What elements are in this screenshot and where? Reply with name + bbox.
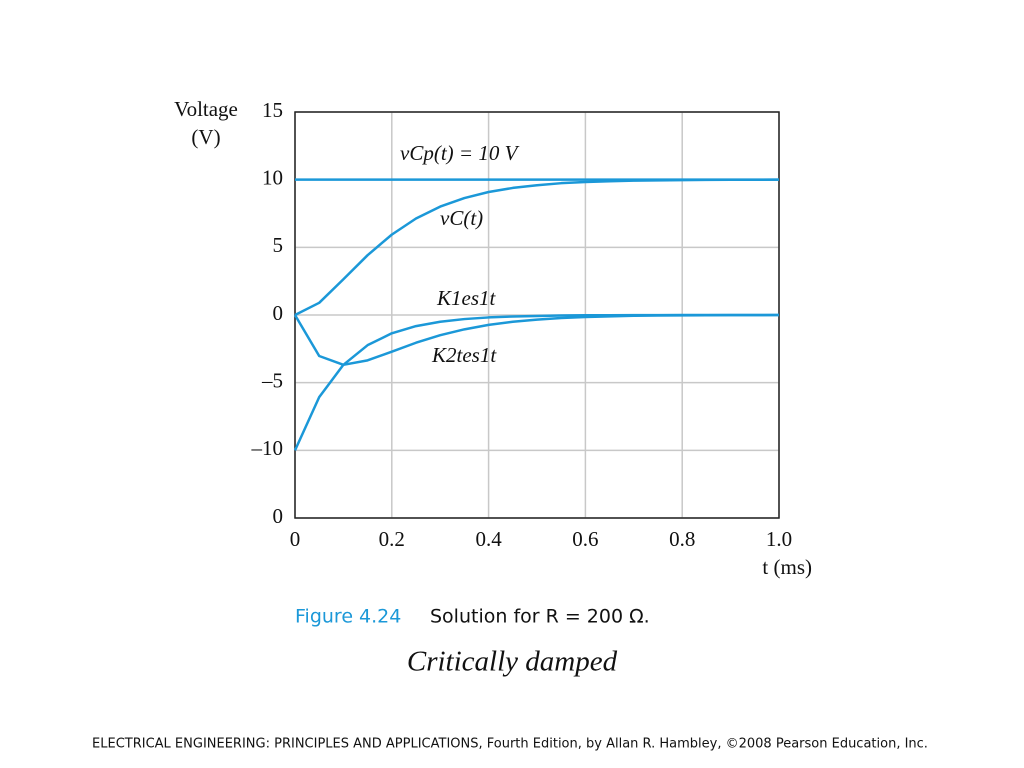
x-tick-label: 1.0 <box>766 527 792 551</box>
x-tick-label: 0.8 <box>669 527 695 551</box>
x-axis-label: t (ms) <box>762 555 812 579</box>
y-tick-label: –10 <box>251 436 284 460</box>
y-axis-label: Voltage <box>174 97 238 121</box>
x-tick-label: 0 <box>290 527 301 551</box>
y-axis-label: (V) <box>191 125 220 149</box>
figure-caption: Solution for R = 200 Ω. <box>430 606 650 628</box>
footer: ELECTRICAL ENGINEERING: PRINCIPLES AND A… <box>92 737 928 752</box>
series-label: vCp(t) = 10 V <box>400 141 520 165</box>
y-tick-label: –5 <box>261 368 283 392</box>
series-line <box>294 178 780 317</box>
figure-number: Figure 4.24 <box>295 606 401 628</box>
x-tick-label: 0.2 <box>379 527 405 551</box>
series-line <box>293 313 780 367</box>
subtitle: Critically damped <box>407 646 618 678</box>
y-tick-label: 0 <box>273 301 284 325</box>
y-tick-label: 10 <box>262 165 283 189</box>
x-tick-label: 0.6 <box>572 527 598 551</box>
x-tick-label: 0.4 <box>475 527 502 551</box>
y-tick-label: 15 <box>262 98 283 122</box>
series-label: K1es1t <box>436 286 497 310</box>
series-label: K2tes1t <box>431 343 497 367</box>
y-tick-label: 0 <box>273 504 284 528</box>
series-label: vC(t) <box>440 206 483 230</box>
y-tick-label: 5 <box>273 233 284 257</box>
